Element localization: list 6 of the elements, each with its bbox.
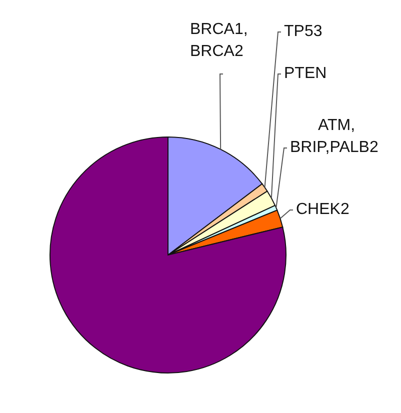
slice-label: BRCA1, BRCA2 — [190, 21, 248, 60]
slice-label: PTEN — [284, 65, 327, 82]
slice-label: TP53 — [284, 23, 322, 40]
slice-label: CHEK2 — [296, 201, 350, 218]
slice-label: ATM, BRIP,PALB2 — [290, 117, 378, 156]
pie-slice — [50, 136, 286, 374]
